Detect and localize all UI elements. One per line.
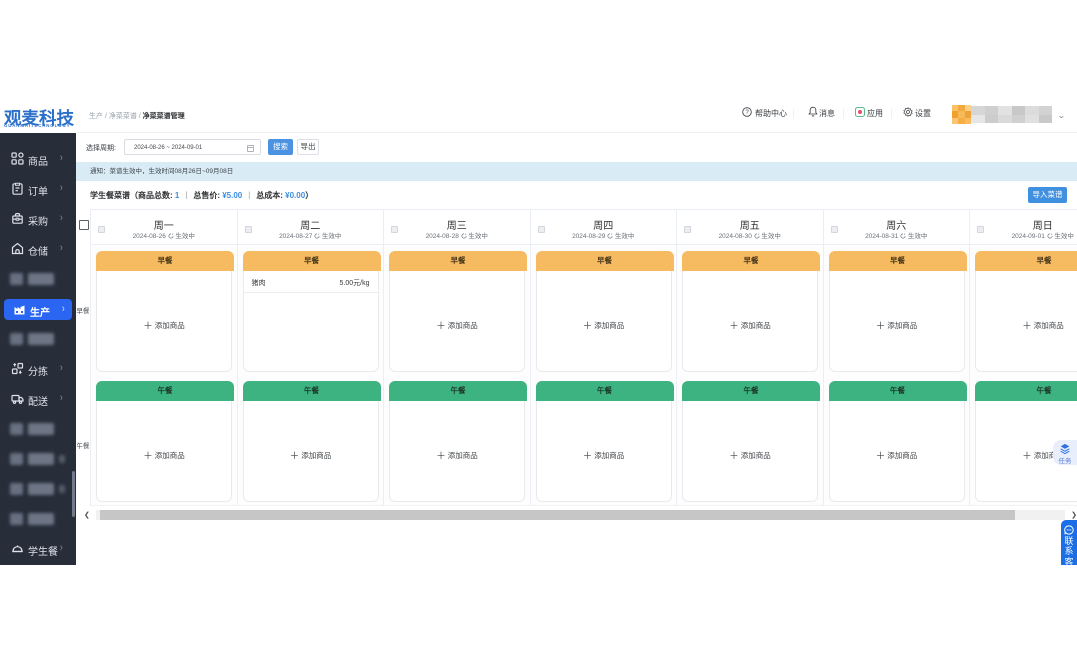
- svg-text:?: ?: [745, 110, 749, 116]
